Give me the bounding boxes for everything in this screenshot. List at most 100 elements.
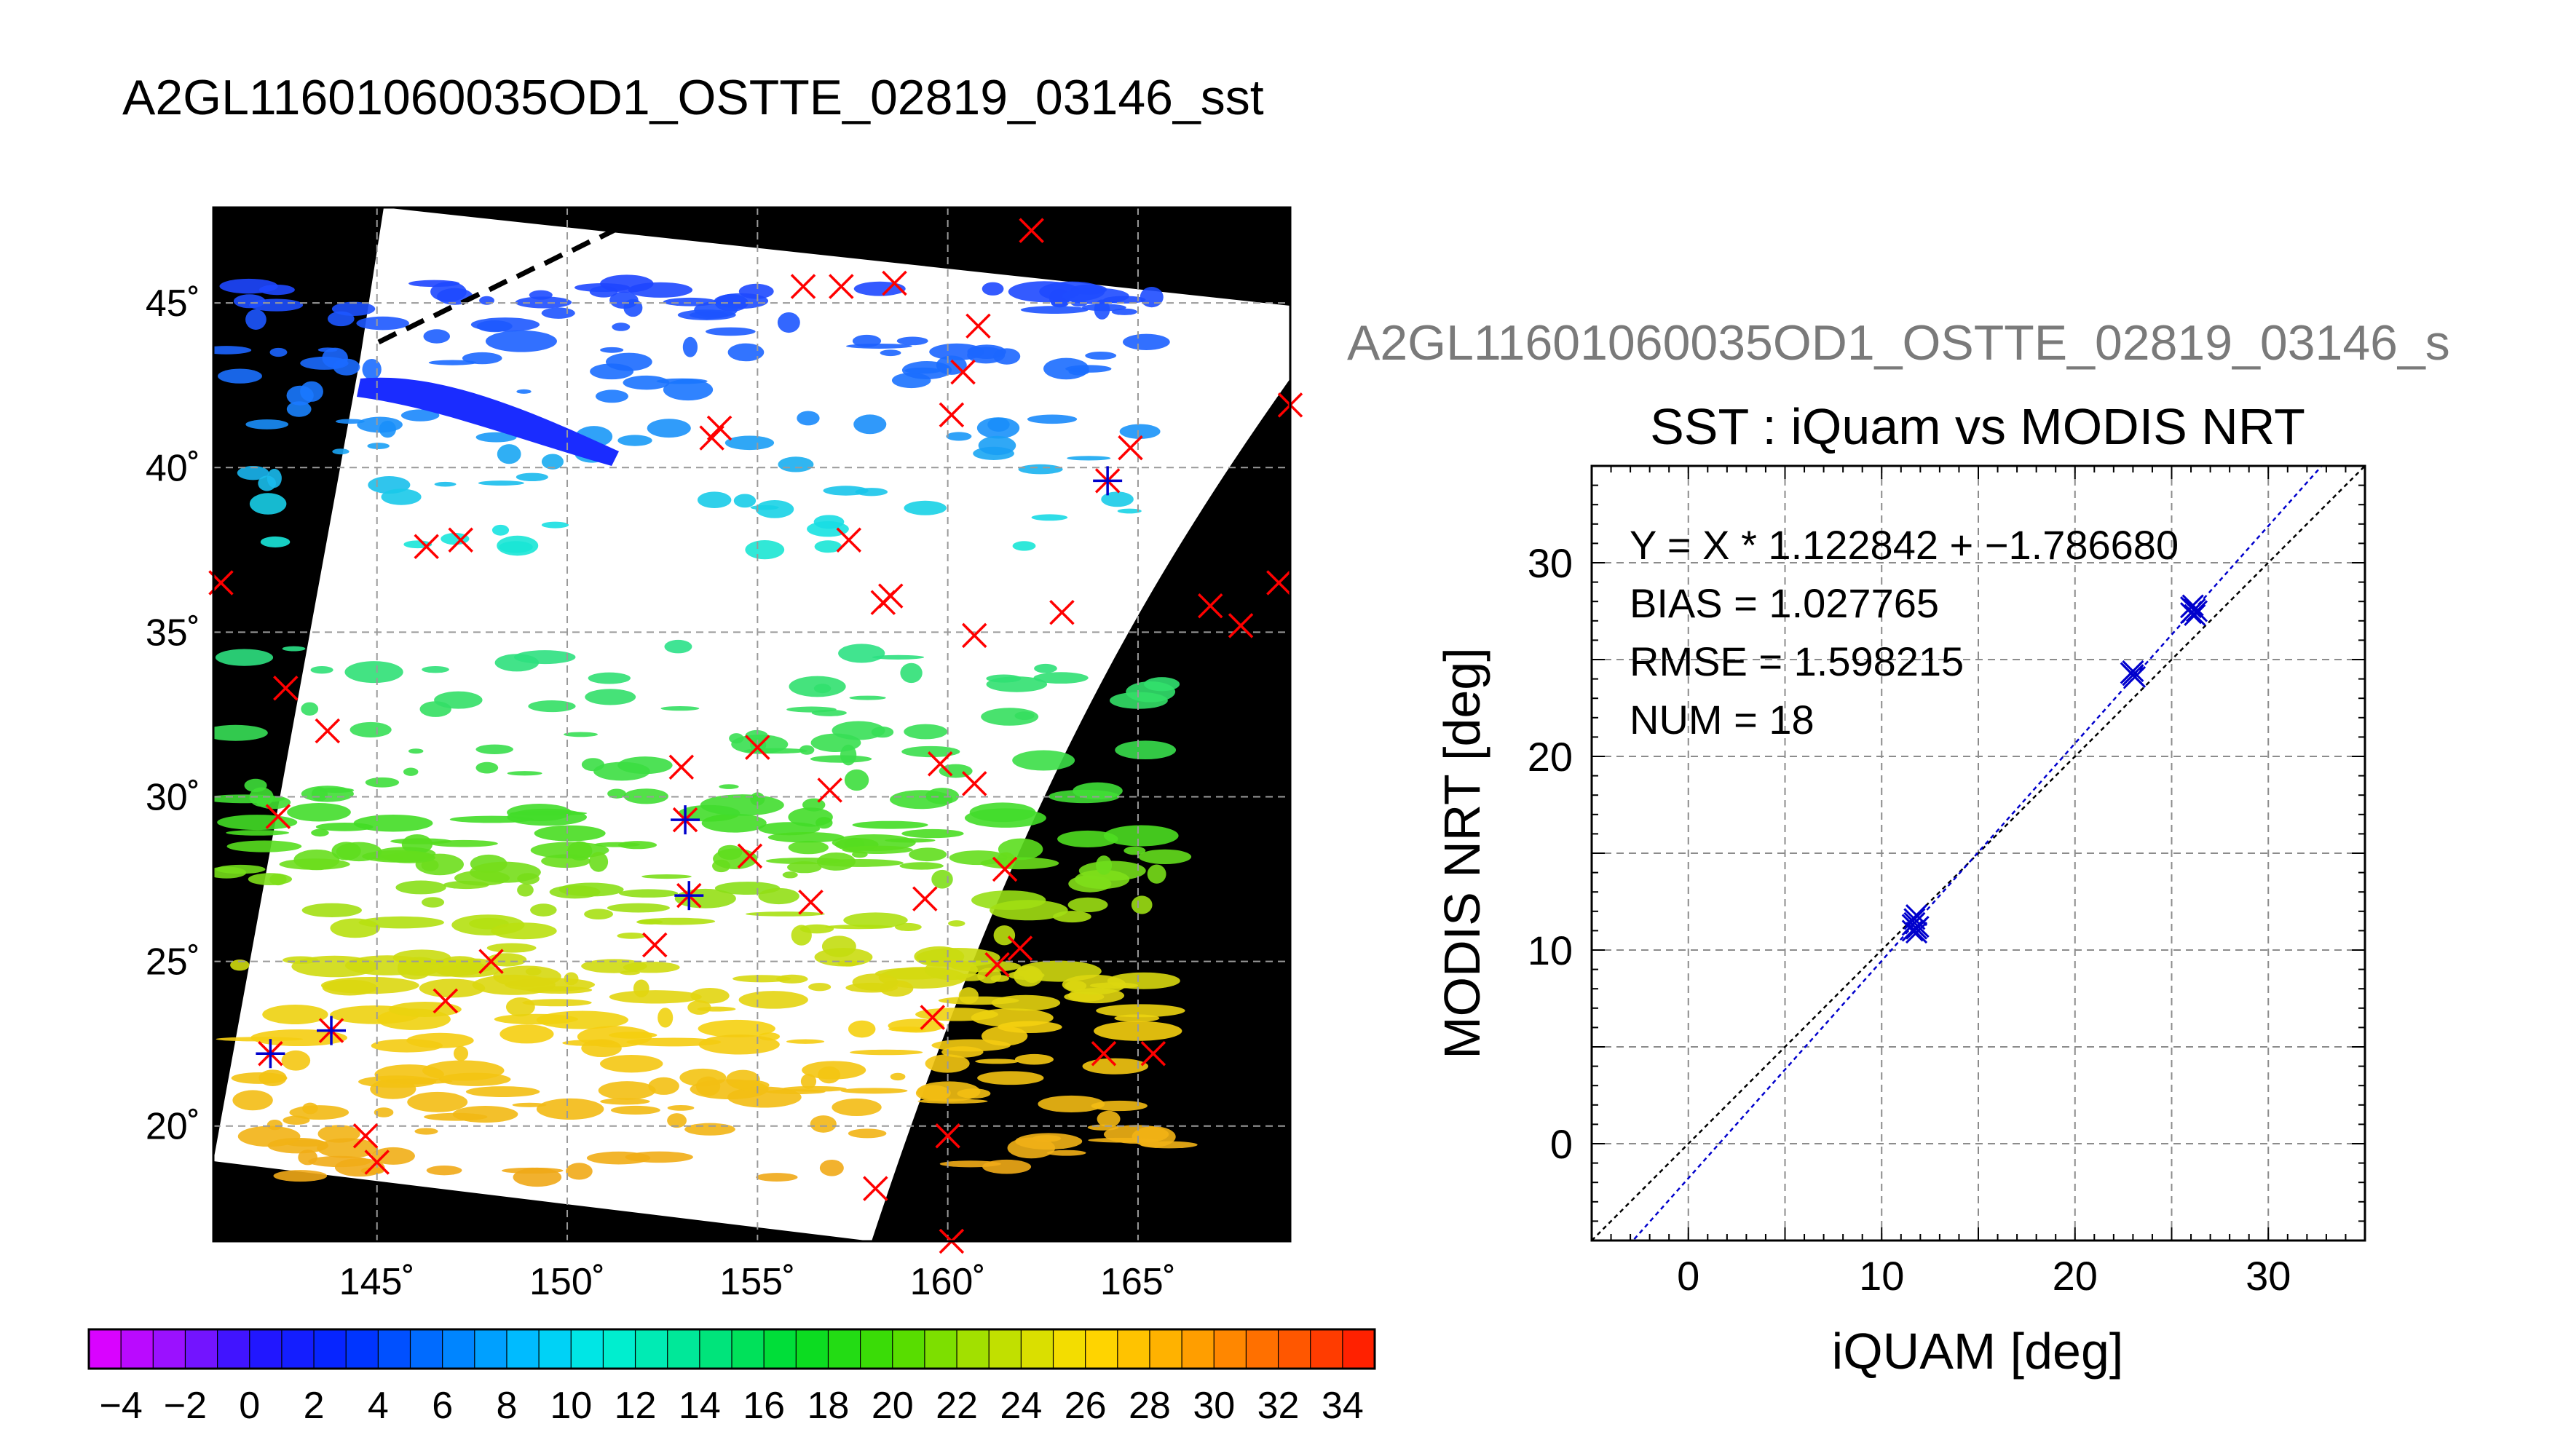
colorbar-cell: [603, 1329, 636, 1369]
colorbar-cell: [989, 1329, 1022, 1369]
colorbar-cell: [378, 1329, 411, 1369]
colorbar-cell: [860, 1329, 893, 1369]
colorbar-tick-label: 16: [743, 1385, 785, 1427]
colorbar-tick-label: 4: [368, 1385, 389, 1427]
scatter-point: [1907, 916, 1930, 938]
matchup-marker: [737, 843, 763, 869]
colorbar-cell: [1278, 1329, 1311, 1369]
scatter-point: [1905, 921, 1928, 944]
scatter-y-tick-label: 0: [1550, 1121, 1573, 1167]
scatter-y-tick-label: 20: [1528, 734, 1573, 780]
matchup-marker: [364, 1150, 390, 1175]
map-y-tick-label: 20˚: [146, 1106, 200, 1148]
map-x-tick-label: 160˚: [910, 1261, 986, 1303]
map-x-tick-label: 165˚: [1100, 1261, 1176, 1303]
colorbar-tick-label: 12: [615, 1385, 657, 1427]
matchup-marker: [1049, 600, 1075, 625]
matchup-marker: [912, 886, 938, 911]
colorbar-cell: [1117, 1329, 1150, 1369]
matchup-marker: [829, 274, 854, 299]
matchup-marker: [745, 735, 770, 760]
scatter-title: SST : iQuam vs MODIS NRT: [1650, 398, 2305, 455]
scatter-x-tick-label: 30: [2246, 1253, 2291, 1299]
matchup-marker: [870, 590, 896, 615]
colorbar-cell: [1182, 1329, 1215, 1369]
matchup-marker: [882, 270, 907, 296]
colorbar-cell: [1021, 1329, 1054, 1369]
main-title: A2GL11601060035OD1_OSTTE_02819_03146_sst: [122, 70, 1264, 125]
scatter-x-tick-label: 10: [1859, 1253, 1904, 1299]
matchup-marker: [641, 932, 668, 958]
colorbar-tick-label: 2: [304, 1385, 325, 1427]
matchup-marker: [920, 1005, 945, 1030]
colorbar-tick-label: 18: [807, 1385, 850, 1427]
colorbar-cell: [185, 1329, 218, 1369]
matchup-marker: [352, 1123, 379, 1149]
matchup-marker: [699, 425, 724, 451]
scatter-point: [1903, 908, 1926, 930]
colorbar-cell: [1053, 1329, 1086, 1369]
colorbar-cell: [442, 1329, 475, 1369]
matchup-marker: [706, 415, 732, 441]
colorbar-cell: [249, 1329, 283, 1369]
matchup-marker: [1198, 593, 1223, 619]
colorbar-cell: [764, 1329, 797, 1369]
colorbar-tick-label: 8: [496, 1385, 517, 1427]
colorbar-cell: [217, 1329, 250, 1369]
colorbar-tick-label: 32: [1257, 1385, 1300, 1427]
scatter-x-tick-label: 20: [2053, 1253, 2098, 1299]
scatter-point: [1901, 914, 1924, 936]
sst-map-panel: [208, 206, 1303, 1254]
matchup-marker: [798, 889, 824, 915]
matchup-marker: [668, 754, 695, 780]
colorbar-tick-label: 10: [550, 1385, 592, 1427]
scatter-point: [2123, 665, 2147, 689]
map-y-tick-label: 45˚: [146, 282, 200, 325]
colorbar-cell: [1085, 1329, 1118, 1369]
map-y-tick-label: 40˚: [146, 447, 200, 489]
matchup-marker: [414, 534, 439, 560]
matchup-marker: [1007, 935, 1033, 961]
map-y-tick-label: 30˚: [146, 776, 200, 818]
colorbar-tick-label: 34: [1322, 1385, 1364, 1427]
scatter-y-axis-label: MODIS NRT [deg]: [1434, 647, 1490, 1059]
valid-matchup-marker: [674, 881, 704, 911]
colorbar-cell: [1149, 1329, 1182, 1369]
colorbar-cell: [796, 1329, 829, 1369]
matchup-marker: [863, 1176, 888, 1201]
valid-matchup-marker: [671, 805, 700, 835]
colorbar-cell: [281, 1329, 315, 1369]
colorbar-cell: [892, 1329, 925, 1369]
colorbar-cell: [571, 1329, 604, 1369]
colorbar-tick-label: 0: [239, 1385, 260, 1427]
scatter-stat-annotation: BIAS = 1.027765: [1630, 580, 1939, 626]
scatter-y-tick-label: 30: [1528, 540, 1573, 586]
identity-line: [1592, 466, 2365, 1241]
scatter-point: [2185, 600, 2208, 622]
matchup-marker: [1266, 570, 1292, 596]
scatter-y-tick-label: 10: [1528, 927, 1573, 973]
colorbar-cell: [1246, 1329, 1279, 1369]
colorbar-tick-label: 30: [1193, 1385, 1235, 1427]
scatter-point: [2184, 604, 2206, 626]
map-frame: [212, 206, 1292, 1243]
matchup-marker: [1019, 218, 1044, 243]
scatter-file-title: A2GL11601060035OD1_OSTTE_02819_03146_s: [1347, 315, 2450, 371]
matchup-marker: [965, 313, 991, 339]
matchup-marker: [984, 951, 1010, 978]
matchup-marker: [265, 804, 291, 829]
colorbar-cell: [314, 1329, 347, 1369]
colorbar-cell: [732, 1329, 765, 1369]
matchup-marker: [939, 402, 965, 428]
map-y-tick-label: 25˚: [146, 941, 200, 984]
matchup-marker: [273, 676, 299, 701]
colorbar-cell: [346, 1329, 379, 1369]
map-y-tick-label: 35˚: [146, 612, 200, 654]
colorbar-cell: [410, 1329, 443, 1369]
matchup-marker: [950, 359, 976, 385]
matchup-marker: [992, 856, 1018, 882]
matchup-marker: [961, 771, 987, 796]
matchup-marker: [1091, 1040, 1117, 1067]
scatter-stat-annotation: RMSE = 1.598215: [1630, 638, 1964, 684]
